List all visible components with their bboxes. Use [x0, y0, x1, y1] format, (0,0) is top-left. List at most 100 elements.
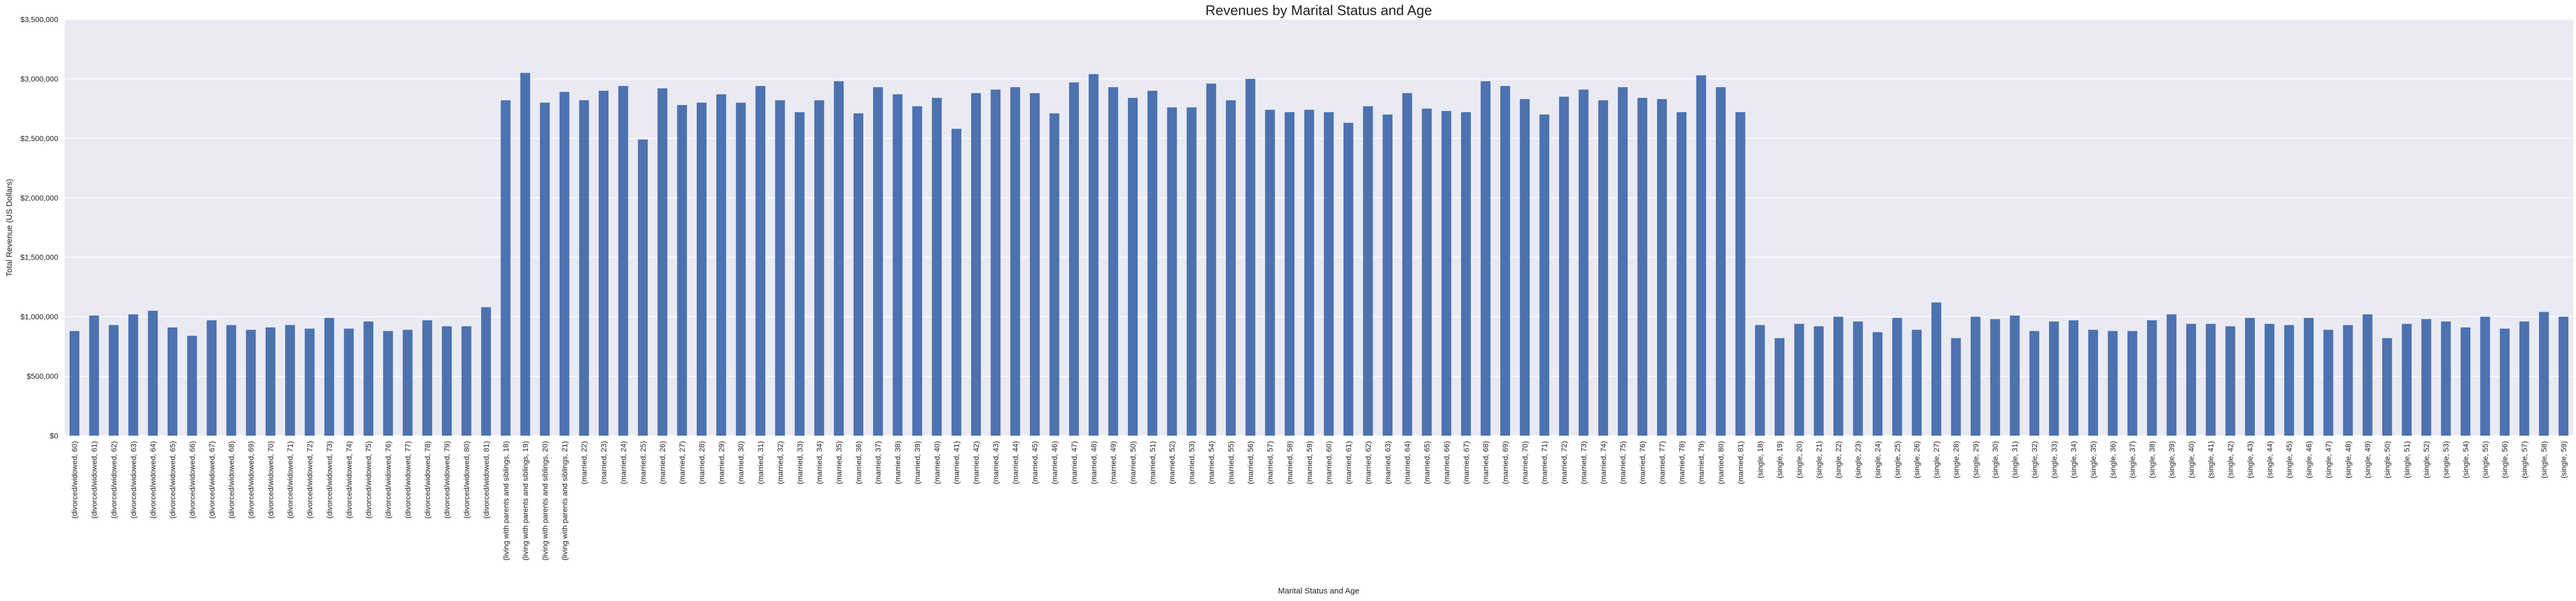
x-tick-label: (married, 27): [678, 441, 687, 484]
x-tick-label: (single, 18): [1756, 441, 1764, 478]
bar: [422, 320, 432, 436]
bar: [1990, 319, 2000, 436]
bar: [853, 113, 863, 436]
x-tick-label: (married, 31): [756, 441, 765, 484]
bar: [1010, 87, 1020, 436]
bar: [2206, 324, 2216, 436]
x-tick-label: (married, 74): [1599, 441, 1608, 484]
x-tick-label: (single, 58): [2539, 441, 2548, 478]
x-tick-label: (married, 39): [913, 441, 922, 484]
y-tick-label: $3,000,000: [20, 74, 58, 83]
bar: [1637, 97, 1647, 436]
bar: [2010, 315, 2020, 436]
x-tick-label: (married, 37): [874, 441, 882, 484]
bar: [1049, 113, 1060, 436]
bar: [873, 87, 883, 436]
y-tick-label: $2,000,000: [20, 193, 58, 202]
x-tick-label: (married, 54): [1207, 441, 1215, 484]
x-tick-label: (married, 62): [1363, 441, 1372, 484]
bar: [755, 86, 766, 436]
bar: [2499, 329, 2510, 436]
bar: [1951, 338, 1961, 436]
bar: [2421, 319, 2432, 436]
bar: [461, 326, 472, 436]
bar: [559, 92, 570, 436]
bar: [285, 325, 295, 436]
x-tick-label: (married, 43): [991, 441, 1000, 484]
x-tick-label: (married, 47): [1070, 441, 1078, 484]
x-tick-label: (married, 50): [1128, 441, 1137, 484]
bar: [775, 100, 785, 436]
x-tick-label: (single, 30): [1991, 441, 1999, 478]
x-tick-label: (single, 46): [2304, 441, 2313, 478]
bar: [1265, 109, 1275, 436]
x-tick-label: (divorced/widowed, 65): [168, 441, 177, 519]
chart-title: Revenues by Marital Status and Age: [1206, 2, 1432, 18]
bar: [1813, 326, 1824, 436]
bar: [1422, 108, 1432, 436]
bar: [2127, 331, 2137, 436]
x-tick-label: (divorced/widowed, 72): [306, 441, 314, 519]
bar: [1304, 109, 1314, 436]
x-tick-label: (married, 45): [1030, 441, 1039, 484]
bar: [2166, 314, 2177, 436]
bar: [481, 307, 491, 436]
bar: [148, 311, 158, 436]
y-tick-label: $3,500,000: [20, 15, 58, 24]
x-tick-label: (single, 31): [2011, 441, 2019, 478]
bar: [265, 327, 275, 436]
x-tick-label: (married, 29): [717, 441, 725, 484]
bar: [1912, 330, 1922, 436]
x-tick-label: (married, 58): [1285, 441, 1294, 484]
y-tick-label: $1,500,000: [20, 253, 58, 262]
bar: [716, 94, 726, 436]
x-tick-label: (single, 33): [2049, 441, 2058, 478]
bar: [2245, 318, 2255, 436]
bar: [2441, 321, 2451, 436]
bar: [2303, 318, 2314, 436]
x-tick-label: (single, 39): [2167, 441, 2176, 478]
x-tick-label: (single, 19): [1775, 441, 1784, 478]
bar: [442, 326, 452, 436]
bar: [2480, 317, 2490, 436]
bar: [1402, 93, 1412, 436]
bar: [794, 112, 805, 436]
bar: [579, 100, 589, 436]
bar: [736, 102, 746, 436]
bar: [1167, 107, 1177, 436]
x-tick-label: (divorced/widowed, 78): [423, 441, 432, 519]
x-tick-label: (married, 73): [1579, 441, 1588, 484]
bar: [383, 331, 393, 436]
bar: [1461, 112, 1471, 436]
x-tick-label: (married, 48): [1089, 441, 1098, 484]
x-tick-label: (married, 56): [1246, 441, 1255, 484]
bar: [363, 321, 373, 436]
y-axis-label: Total Revenue (US Dollars): [5, 179, 14, 277]
bar: [1696, 75, 1706, 436]
x-tick-label: (single, 50): [2383, 441, 2392, 478]
x-tick-label: (single, 27): [1932, 441, 1941, 478]
bar: [814, 100, 825, 436]
y-axis-tick-labels: $0 $500,000 $1,000,000 $1,500,000 $2,000,000…: [20, 15, 58, 440]
x-tick-label: (married, 28): [697, 441, 706, 484]
x-tick-label: (single, 57): [2520, 441, 2529, 478]
bar: [1284, 112, 1295, 436]
x-tick-label: (single, 37): [2128, 441, 2137, 478]
bar: [677, 105, 687, 436]
bar: [1735, 112, 1746, 436]
x-tick-label: (divorced/widowed, 75): [364, 441, 373, 519]
x-tick-label: (married, 79): [1697, 441, 1706, 484]
bar: [344, 329, 354, 436]
bar: [1598, 100, 1608, 436]
x-tick-label: (divorced/widowed, 74): [344, 441, 353, 519]
x-axis-tick-labels: (divorced/widowed, 60) (divorced/widowed,…: [70, 441, 2568, 561]
x-tick-label: (divorced/widowed, 67): [207, 441, 216, 519]
x-axis-label: Marital Status and Age: [1278, 586, 1360, 596]
x-tick-label: (married, 40): [932, 441, 941, 484]
bar: [2343, 325, 2353, 436]
x-tick-label: (divorced/widowed, 61): [90, 441, 99, 519]
bar: [1755, 325, 1765, 436]
bar: [892, 94, 903, 436]
y-tick-label: $0: [50, 431, 58, 440]
x-tick-label: (married, 64): [1403, 441, 1411, 484]
